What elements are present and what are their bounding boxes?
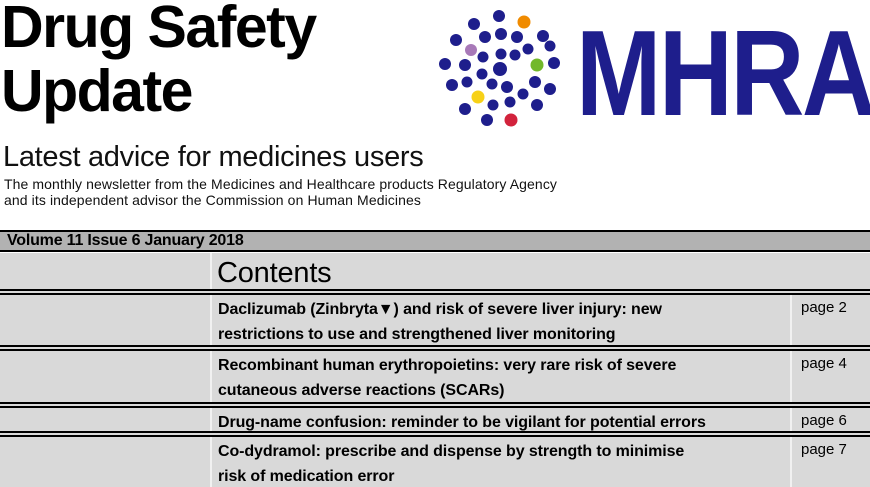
toc-row-co-dydramol: Co-dydramol: prescribe and dispense by s…: [0, 435, 870, 487]
toc-row-daclizumab: Daclizumab (Zinbryta▼) and risk of sever…: [0, 293, 870, 347]
toc-item-title-line1: Co-dydramol: prescribe and dispense by s…: [218, 443, 685, 460]
contents-header-row: Contents: [0, 253, 870, 291]
toc-item-title: Co-dydramol: prescribe and dispense by s…: [212, 437, 790, 487]
mhra-logo-text: MHRA: [576, 5, 870, 141]
newsletter-subtitle: Latest advice for medicines users: [3, 141, 424, 173]
toc-item-title-line1: Recombinant human erythropoietins: very …: [218, 357, 677, 374]
contents-table: Contents Daclizumab (Zinbryta▼) and risk…: [0, 253, 870, 487]
toc-row-left-spacer: [0, 351, 212, 402]
issue-bar-text: Volume 11 Issue 6 January 2018: [7, 232, 244, 249]
newsletter-title-line2: Update: [1, 58, 193, 124]
newsletter-title-line1: Drug Safety: [1, 0, 317, 60]
toc-item-title-line2: restrictions to use and strengthened liv…: [218, 326, 616, 343]
newsletter-title: Drug Safety Update: [1, 0, 317, 124]
toc-row-left-spacer: [0, 437, 212, 487]
toc-row-left-spacer: [0, 295, 212, 345]
toc-row-drug-name-confusion: Drug-name confusion: reminder to be vigi…: [0, 406, 870, 433]
newsletter-description-line2: and its independent advisor the Commissi…: [4, 192, 421, 208]
toc-item-page-ref: page 7: [790, 437, 870, 487]
contents-left-spacer: [0, 253, 212, 289]
toc-item-page-ref: page 6: [790, 408, 870, 431]
contents-heading: Contents: [217, 257, 332, 289]
toc-item-title: Drug-name confusion: reminder to be vigi…: [212, 408, 790, 431]
toc-item-page-ref: page 2: [790, 295, 870, 345]
toc-item-title-line2: risk of medication error: [218, 468, 395, 485]
toc-item-title-line2: cutaneous adverse reactions (SCARs): [218, 382, 505, 399]
toc-row-left-spacer: [0, 408, 212, 431]
toc-item-page-ref: page 4: [790, 351, 870, 402]
toc-item-title-line1: Drug-name confusion: reminder to be vigi…: [218, 414, 706, 431]
issue-bar: Volume 11 Issue 6 January 2018: [0, 230, 870, 252]
newsletter-description-line1: The monthly newsletter from the Medicine…: [4, 176, 558, 192]
toc-row-erythropoietins: Recombinant human erythropoietins: very …: [0, 349, 870, 404]
newsletter-description: The monthly newsletter from the Medicine…: [4, 176, 557, 208]
toc-item-title-line1: Daclizumab (Zinbryta▼) and risk of sever…: [218, 301, 662, 318]
toc-item-title: Daclizumab (Zinbryta▼) and risk of sever…: [212, 295, 790, 345]
toc-item-title: Recombinant human erythropoietins: very …: [212, 351, 790, 402]
mhra-dots-icon: [439, 10, 560, 127]
